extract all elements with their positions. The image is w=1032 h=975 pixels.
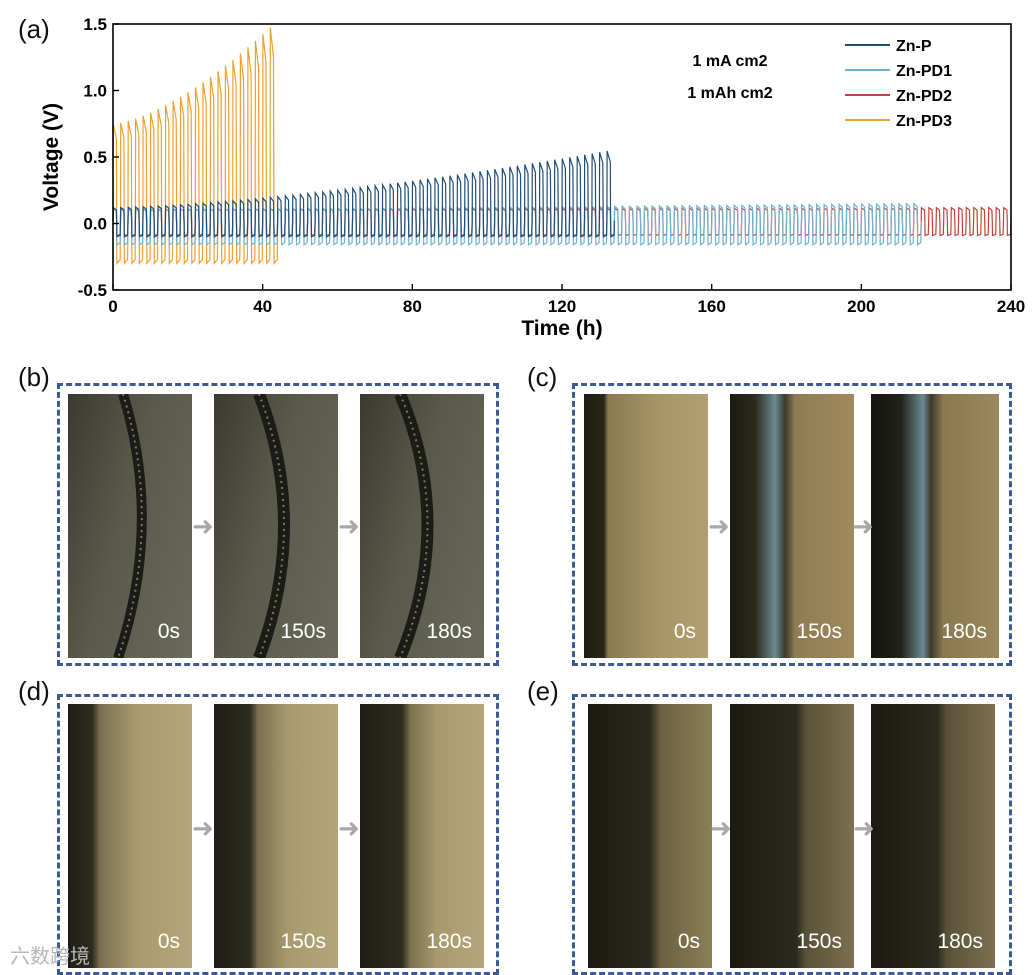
- legend-label: Zn-P: [896, 38, 932, 55]
- micrograph-b-1: 150s: [214, 394, 338, 658]
- timestamp-c-1: 150s: [796, 620, 842, 643]
- legend: Zn-P Zn-PD1 Zn-PD2 Zn-PD3: [845, 38, 952, 130]
- timestamp-c-2: 180s: [941, 620, 987, 643]
- panel-label-a: (a): [18, 14, 50, 44]
- y-tick-label: 1.0: [83, 82, 107, 101]
- panel-label-e: (e): [527, 676, 559, 706]
- x-axis-label: Time (h): [521, 317, 602, 340]
- micrograph-c-2: 180s: [871, 394, 999, 658]
- x-tick-label: 40: [253, 297, 272, 316]
- timestamp-b-0: 0s: [157, 620, 180, 643]
- y-tick-label: 1.5: [83, 15, 107, 34]
- timestamp-d-0: 0s: [157, 930, 180, 953]
- annotation-capacity: 1 mAh cm2: [687, 85, 772, 102]
- x-tick-label: 240: [997, 297, 1025, 316]
- watermark: 六数跨境: [10, 944, 90, 968]
- timestamp-e-0: 0s: [677, 930, 700, 953]
- series-layer: [112, 27, 1012, 266]
- micrograph-group-c: [572, 383, 1012, 666]
- arrow-icon: ➜: [192, 511, 214, 541]
- micrograph-e-0: 0s: [588, 704, 712, 968]
- timestamp-d-1: 150s: [280, 930, 326, 953]
- micrograph-group-e: [572, 694, 1012, 975]
- micrograph-e-2: 180s: [871, 704, 995, 968]
- micrograph-c-1: 150s: [730, 394, 854, 658]
- arrow-icon: ➜: [852, 511, 874, 541]
- x-tick-label: 160: [697, 297, 725, 316]
- micrograph-b-2: 180s: [360, 394, 484, 658]
- panel-label-b: (b): [18, 362, 50, 392]
- x-tick-label: 200: [847, 297, 875, 316]
- voltage-time-chart: 0 40 80 120 160 200 240 -0.5 0.0 0.5 1.0 1.5 1 mA c…: [40, 15, 1025, 340]
- panel-label-d: (d): [18, 676, 50, 706]
- timestamp-e-2: 180s: [937, 930, 983, 953]
- timestamp-d-2: 180s: [426, 930, 472, 953]
- x-tick-label: 0: [108, 297, 117, 316]
- timestamp-c-0: 0s: [673, 620, 696, 643]
- y-tick-label: 0.5: [83, 148, 107, 167]
- arrow-icon: ➜: [853, 813, 875, 843]
- legend-label: Zn-PD1: [896, 63, 952, 80]
- panel-label-c: (c): [527, 362, 558, 392]
- y-tick-label: 0.0: [83, 215, 107, 234]
- micrograph-d-0: 0s: [68, 704, 192, 968]
- micrograph-group-b: [57, 383, 499, 666]
- x-tick-label: 120: [548, 297, 576, 316]
- timestamp-b-2: 180s: [426, 620, 472, 643]
- micrograph-c-0: 0s: [584, 394, 708, 658]
- micrograph-e-1: 150s: [730, 704, 854, 968]
- arrow-icon: ➜: [338, 511, 360, 541]
- timestamp-b-1: 150s: [280, 620, 326, 643]
- legend-label: Zn-PD2: [896, 88, 952, 105]
- arrow-icon: ➜: [338, 813, 360, 843]
- arrow-icon: ➜: [710, 813, 732, 843]
- arrow-icon: ➜: [708, 511, 730, 541]
- timestamp-e-1: 150s: [796, 930, 842, 953]
- arrow-icon: ➜: [192, 813, 214, 843]
- y-axis-label: Voltage (V): [40, 103, 63, 211]
- axes-layer: 0 40 80 120 160 200 240 -0.5 0.0 0.5 1.0 1.5: [78, 15, 1025, 316]
- micrograph-group-d: [57, 694, 499, 975]
- series-line-zn-p: [112, 150, 615, 238]
- y-tick-label: -0.5: [78, 281, 107, 300]
- x-tick-label: 80: [403, 297, 422, 316]
- micrograph-d-2: 180s: [360, 704, 484, 968]
- micrograph-d-1: 150s: [214, 704, 338, 968]
- micrograph-b-0: 0s: [68, 394, 192, 658]
- legend-label: Zn-PD3: [896, 113, 952, 130]
- annotation-current: 1 mA cm2: [693, 53, 768, 70]
